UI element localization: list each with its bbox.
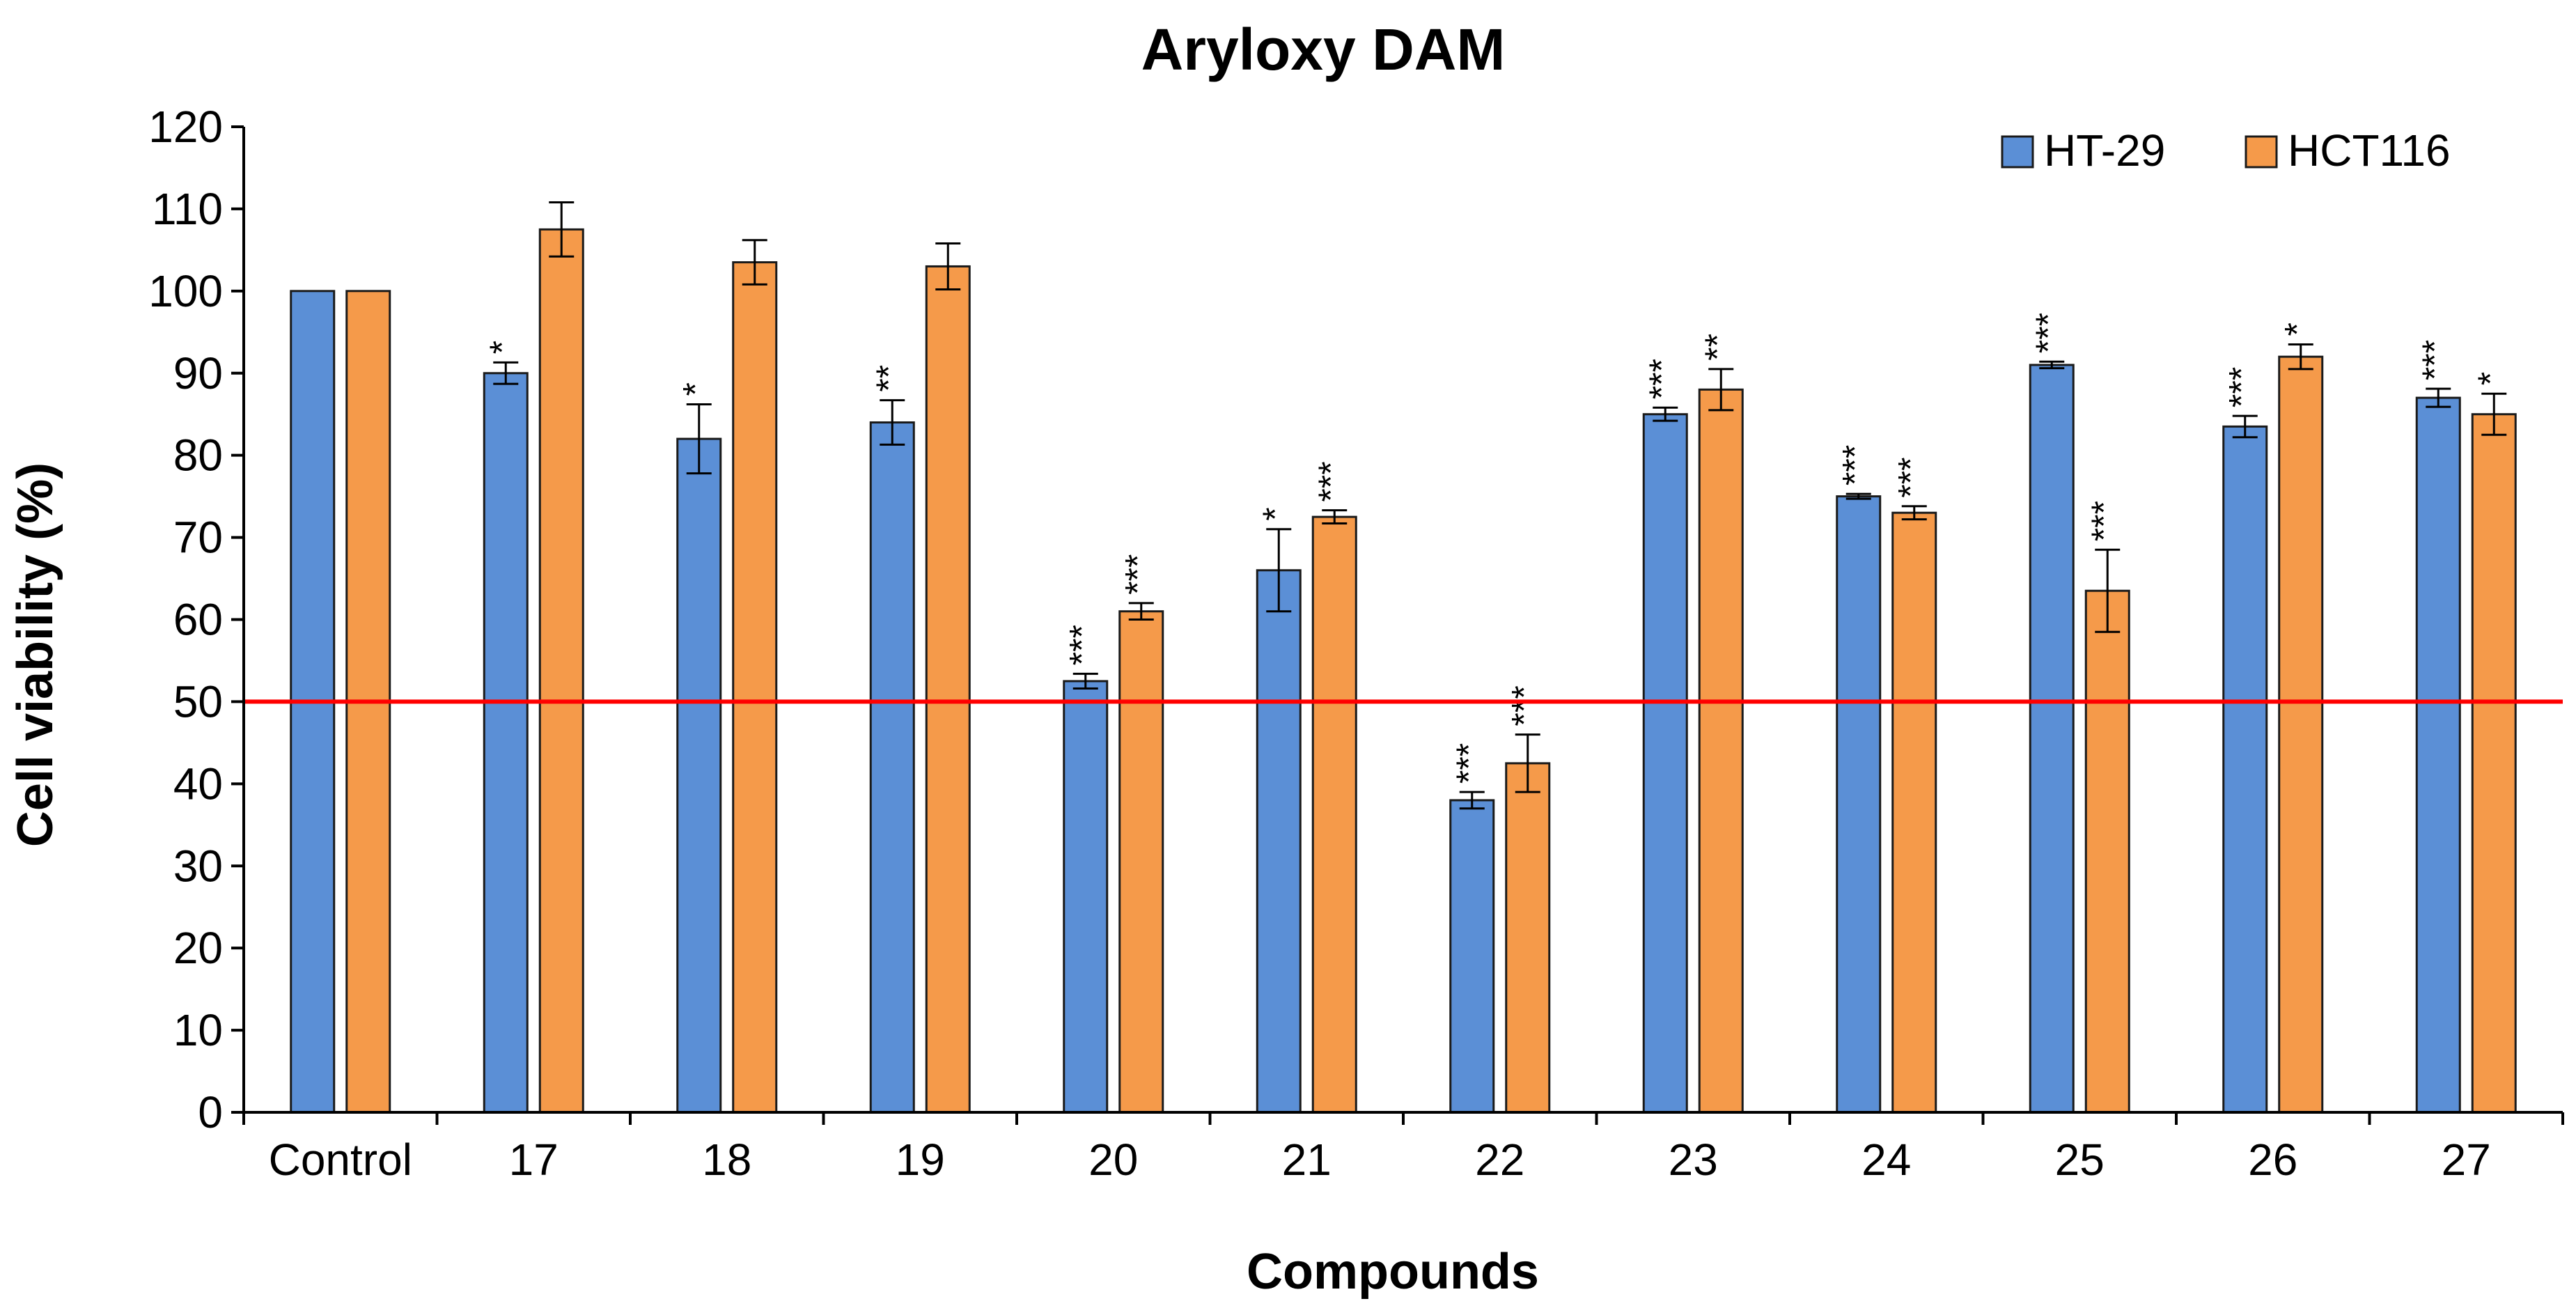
y-tick-label: 90 xyxy=(173,348,223,398)
x-axis-title: Compounds xyxy=(1247,1244,1539,1300)
significance-mark: * xyxy=(676,382,715,396)
x-tick-label: 17 xyxy=(509,1135,559,1185)
y-tick-label: 60 xyxy=(173,595,223,645)
bar xyxy=(1256,569,1302,1114)
significance-mark: *** xyxy=(1063,625,1102,665)
legend-label: HCT116 xyxy=(2288,125,2451,176)
bar xyxy=(676,437,722,1114)
significance-mark: *** xyxy=(1891,457,1930,497)
x-tick-label: 25 xyxy=(2055,1135,2105,1185)
bar xyxy=(925,265,971,1114)
y-tick-label: 40 xyxy=(173,758,223,809)
bar xyxy=(1698,388,1744,1114)
bar xyxy=(1118,610,1164,1114)
bar xyxy=(1642,413,1688,1114)
chart-title: Aryloxy DAM xyxy=(1141,17,1506,82)
significance-mark: *** xyxy=(1505,685,1544,726)
y-tick-label: 100 xyxy=(148,266,223,316)
x-tick-label: Control xyxy=(269,1135,412,1185)
significance-mark: * xyxy=(483,341,522,354)
x-tick-label: 24 xyxy=(1861,1135,1911,1185)
legend-label: HT-29 xyxy=(2044,125,2165,176)
y-tick-label: 80 xyxy=(173,430,223,481)
significance-mark: *** xyxy=(1311,461,1350,501)
legend-swatch xyxy=(2001,135,2034,169)
bar xyxy=(1449,799,1495,1114)
x-tick-label: 27 xyxy=(2442,1135,2491,1185)
x-tick-label: 23 xyxy=(1669,1135,1718,1185)
x-tick-label: 26 xyxy=(2248,1135,2297,1185)
bar xyxy=(538,228,584,1114)
x-tick-label: 21 xyxy=(1282,1135,1332,1185)
significance-mark: * xyxy=(2278,322,2317,336)
y-tick-label: 10 xyxy=(173,1005,223,1055)
bar xyxy=(1891,511,1937,1114)
significance-mark: *** xyxy=(1642,359,1681,399)
significance-mark: *** xyxy=(1836,445,1875,485)
y-tick-label: 110 xyxy=(152,184,223,234)
legend-swatch xyxy=(2245,135,2278,169)
bar xyxy=(2471,413,2517,1114)
x-tick-label: 20 xyxy=(1088,1135,1138,1185)
y-tick-label: 0 xyxy=(198,1087,223,1137)
bar xyxy=(2084,589,2130,1114)
bar xyxy=(869,421,915,1114)
significance-mark: *** xyxy=(2084,501,2123,541)
significance-mark: *** xyxy=(2029,313,2068,353)
y-tick-label: 70 xyxy=(173,513,223,563)
bar xyxy=(1311,515,1357,1114)
bar xyxy=(1505,762,1551,1114)
y-tick-label: 30 xyxy=(173,841,223,891)
legend: HT-29 HCT116 xyxy=(2001,125,2451,176)
significance-mark: ** xyxy=(869,365,908,392)
bar xyxy=(2222,425,2268,1114)
y-tick-label: 50 xyxy=(173,676,223,726)
y-tick-label: 120 xyxy=(148,102,223,152)
bar xyxy=(483,372,529,1114)
significance-mark: * xyxy=(1256,507,1295,520)
y-axis-title: Cell viability (%) xyxy=(8,462,63,847)
x-tick-label: 19 xyxy=(896,1135,945,1185)
x-tick-label: 22 xyxy=(1475,1135,1524,1185)
significance-mark: *** xyxy=(2415,340,2454,380)
x-tick-label: 18 xyxy=(702,1135,751,1185)
significance-mark: * xyxy=(2471,372,2510,385)
significance-mark: *** xyxy=(1118,554,1157,595)
bar xyxy=(2278,355,2324,1114)
y-tick-label: 20 xyxy=(173,923,223,973)
significance-mark: *** xyxy=(1449,743,1488,784)
significance-mark: ** xyxy=(1698,334,1737,361)
bar xyxy=(2415,396,2461,1114)
bar xyxy=(732,261,778,1114)
bar xyxy=(1836,495,1882,1114)
bar xyxy=(2029,364,2075,1114)
significance-mark: *** xyxy=(2222,367,2261,407)
bar xyxy=(1063,680,1109,1114)
